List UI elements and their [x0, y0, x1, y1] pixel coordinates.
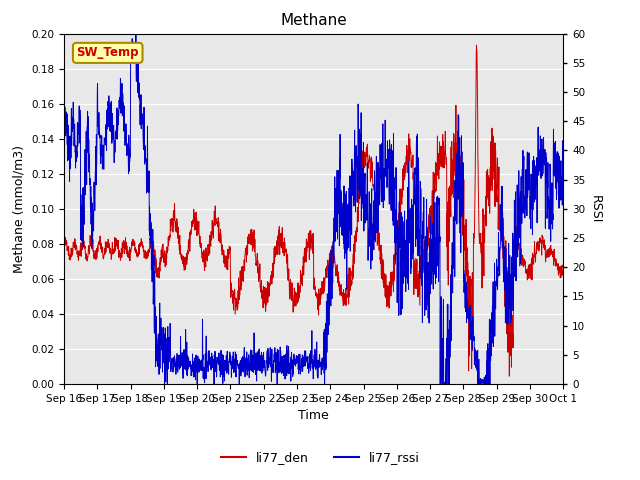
Legend: li77_den, li77_rssi: li77_den, li77_rssi [216, 446, 424, 469]
Text: SW_Temp: SW_Temp [77, 47, 139, 60]
X-axis label: Time: Time [298, 409, 329, 422]
Title: Methane: Methane [280, 13, 347, 28]
Y-axis label: Methane (mmol/m3): Methane (mmol/m3) [13, 145, 26, 273]
Y-axis label: RSSI: RSSI [589, 194, 602, 223]
